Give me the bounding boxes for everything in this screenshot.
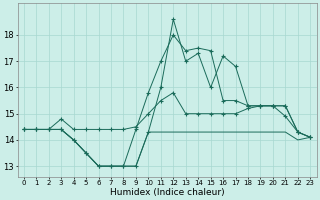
X-axis label: Humidex (Indice chaleur): Humidex (Indice chaleur) — [110, 188, 224, 197]
